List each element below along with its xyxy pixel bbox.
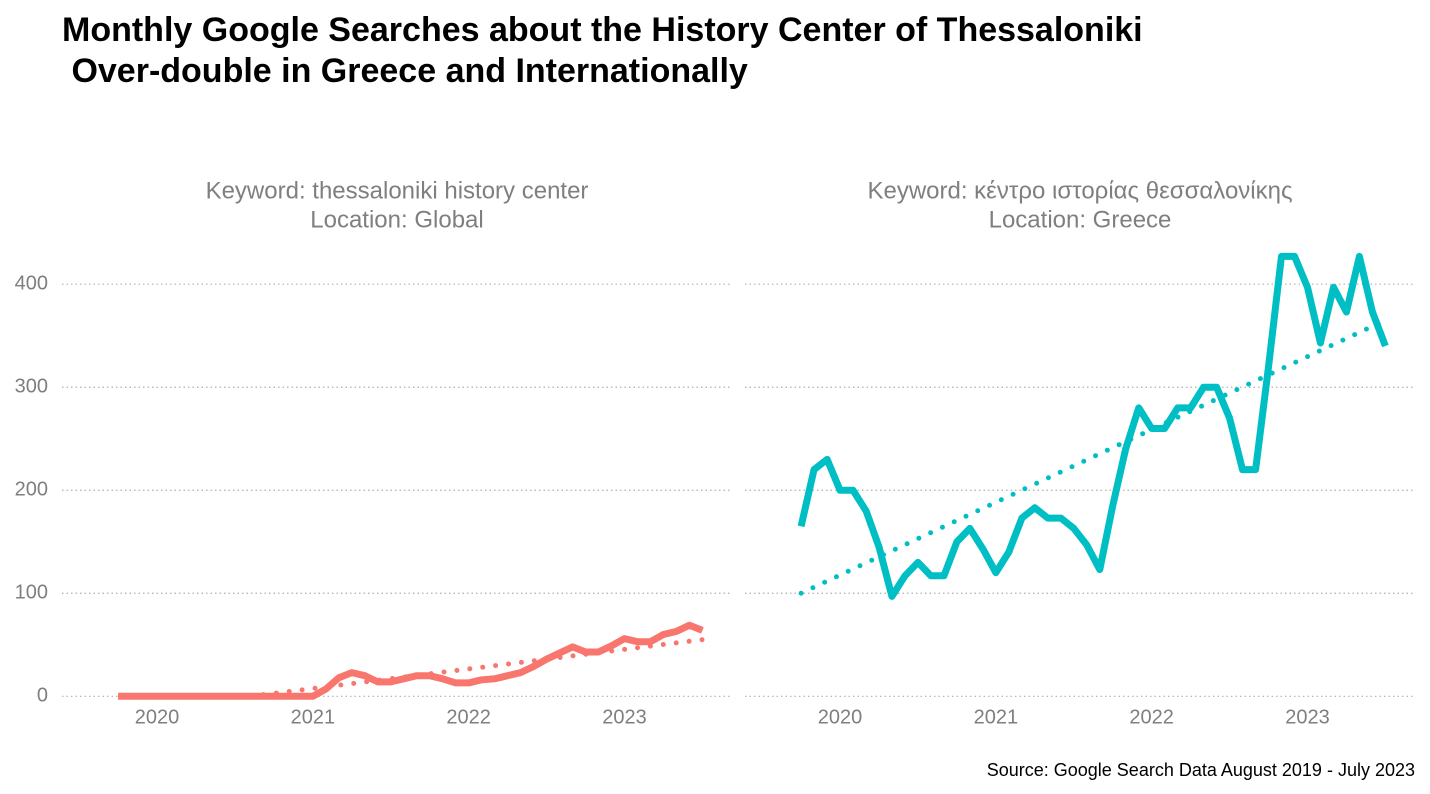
panel-title: Location: Global bbox=[310, 206, 483, 233]
x-tick-label: 2022 bbox=[1129, 706, 1174, 728]
x-tick-label: 2023 bbox=[602, 706, 647, 728]
trend-line bbox=[248, 637, 705, 699]
caption: Source: Google Search Data August 2019 -… bbox=[987, 760, 1415, 780]
y-tick-label: 300 bbox=[15, 376, 48, 398]
x-tick-label: 2021 bbox=[291, 706, 336, 728]
y-tick-label: 0 bbox=[37, 685, 48, 707]
x-tick-label: 2022 bbox=[446, 706, 491, 728]
y-tick-label: 100 bbox=[15, 582, 48, 604]
chart-title: Over-double in Greece and Internationall… bbox=[62, 52, 748, 90]
x-tick-label: 2023 bbox=[1285, 706, 1330, 728]
panel-title: Keyword: κέντρο ιστορίας θεσσαλονίκης bbox=[867, 177, 1292, 204]
x-tick-label: 2020 bbox=[818, 706, 863, 728]
data-line bbox=[797, 252, 1389, 600]
x-tick-label: 2020 bbox=[135, 706, 180, 728]
chart-title: Monthly Google Searches about the Histor… bbox=[62, 11, 1143, 49]
y-tick-label: 200 bbox=[15, 479, 48, 501]
x-tick-label: 2021 bbox=[974, 706, 1019, 728]
panel-title: Location: Greece bbox=[989, 206, 1172, 233]
data-line bbox=[118, 621, 704, 700]
panel-title: Keyword: thessaloniki history center bbox=[206, 177, 589, 204]
y-tick-label: 400 bbox=[15, 272, 48, 294]
